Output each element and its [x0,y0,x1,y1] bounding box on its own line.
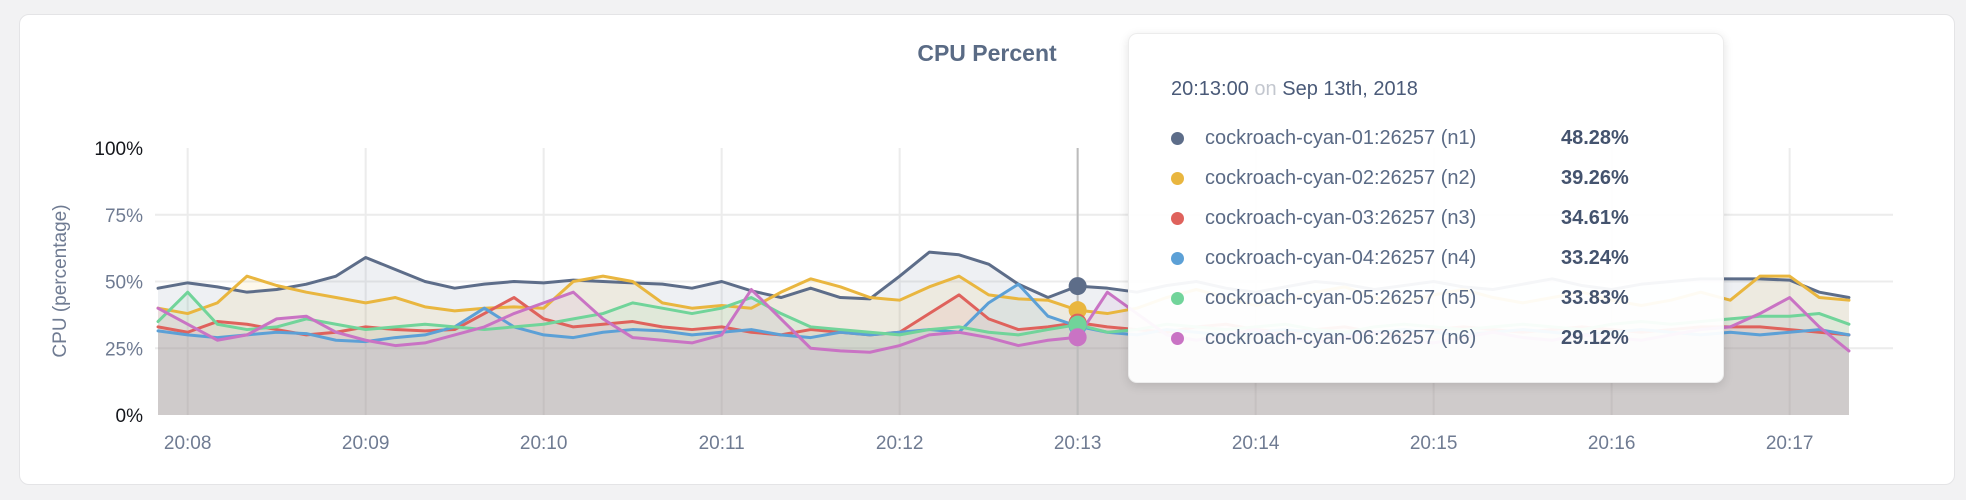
hover-dot-n5 [1068,315,1087,334]
x-tick-label: 20:17 [1766,433,1814,454]
x-tick-label: 20:11 [699,433,745,454]
y-tick-label: 50% [105,273,143,294]
x-tick-label: 20:10 [520,433,568,454]
tooltip-row: cockroach-cyan-05:26257 (n5) 33.83% [1171,278,1693,318]
chart-title: CPU Percent [917,40,1057,66]
x-tick-label: 20:16 [1588,433,1636,454]
series-name: cockroach-cyan-04:26257 (n4) [1205,246,1477,269]
series-name: cockroach-cyan-06:26257 (n6) [1205,326,1477,349]
hover-dot-n6 [1068,328,1087,347]
tooltip-row: cockroach-cyan-02:26257 (n2) 39.26% [1171,158,1693,198]
x-tick-label: 20:12 [876,433,924,454]
y-tick-label: 75% [105,206,143,227]
tooltip-time: 20:13:00 [1171,78,1249,100]
series-color-dot [1171,251,1184,265]
series-color-dot [1171,171,1184,185]
x-tick-label: 20:13 [1054,433,1102,454]
series-area-n6 [158,289,1849,415]
tooltip-connector: on [1254,78,1277,100]
tooltip-header: 20:13:00 on Sep 13th, 2018 [1171,78,1693,101]
series-color-dot [1171,211,1184,225]
series-value: 48.28% [1561,126,1629,149]
series-color-dot [1171,291,1184,305]
x-tick-label: 20:15 [1410,433,1458,454]
tooltip-row: cockroach-cyan-01:26257 (n1) 48.28% [1171,118,1693,158]
series-name: cockroach-cyan-02:26257 (n2) [1205,166,1477,189]
y-tick-label: 0% [116,406,144,427]
series-color-dot [1171,331,1184,345]
x-tick-label: 20:14 [1232,433,1280,454]
series-value: 34.61% [1561,206,1629,229]
x-tick-label: 20:09 [342,433,390,454]
tooltip-row: cockroach-cyan-06:26257 (n6) 29.12% [1171,318,1693,358]
tooltip-row: cockroach-cyan-03:26257 (n3) 34.61% [1171,198,1693,238]
series-area-n3 [158,294,1849,415]
series-name: cockroach-cyan-03:26257 (n3) [1205,206,1477,229]
series-value: 33.83% [1561,286,1629,309]
hover-dot-n2 [1068,301,1087,320]
series-name: cockroach-cyan-05:26257 (n5) [1205,286,1477,309]
x-tick-label: 20:08 [164,433,212,454]
series-value: 33.24% [1561,246,1629,269]
series-area-n5 [158,292,1849,415]
series-value: 29.12% [1561,326,1629,349]
series-color-dot [1171,131,1184,145]
chart-tooltip: 20:13:00 on Sep 13th, 2018 cockroach-cya… [1128,33,1724,383]
hover-dot-n1 [1068,277,1087,296]
series-value: 39.26% [1561,166,1629,189]
tooltip-date: Sep 13th, 2018 [1282,78,1418,100]
tooltip-series-list: cockroach-cyan-01:26257 (n1) 48.28% cockro… [1171,118,1693,358]
series-name: cockroach-cyan-01:26257 (n1) [1205,126,1477,149]
tooltip-row: cockroach-cyan-04:26257 (n4) 33.24% [1171,238,1693,278]
y-tick-label: 25% [105,339,143,360]
y-tick-label: 100% [94,139,143,160]
